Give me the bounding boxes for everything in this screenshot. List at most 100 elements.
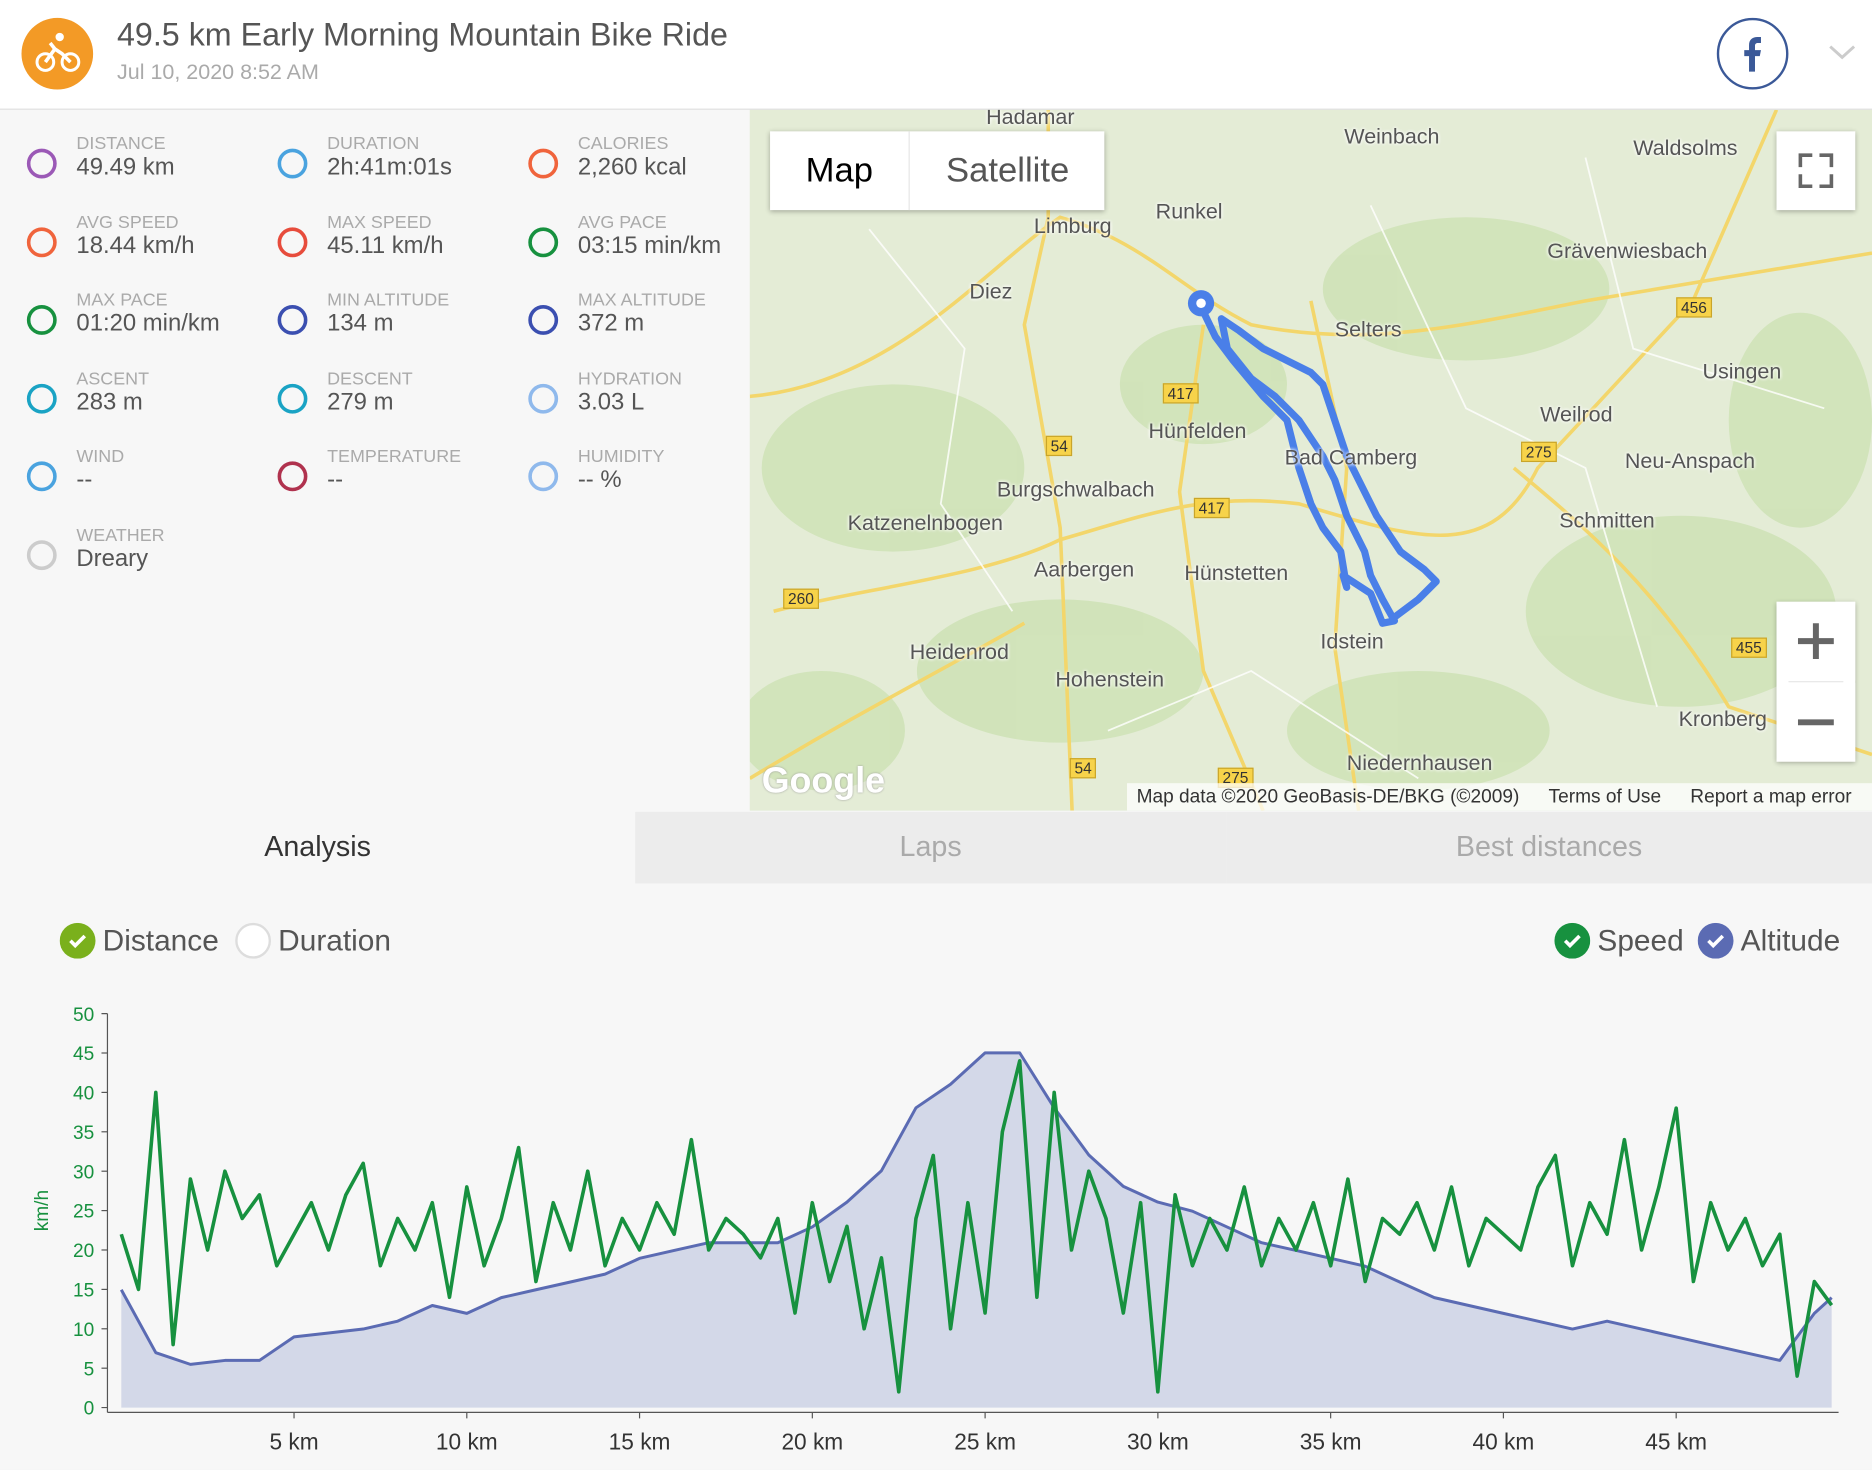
tab-bar: Analysis Laps Best distances xyxy=(0,811,1872,884)
legend-checkbox xyxy=(59,922,96,959)
stat-icon xyxy=(528,148,559,179)
stat: Avg Speed 18.44 km/h xyxy=(24,212,263,272)
stat-value: 3.03 L xyxy=(577,388,645,415)
stat-value: 45.11 km/h xyxy=(327,232,444,259)
zoom-out[interactable] xyxy=(1776,682,1856,762)
map-town-label: Katzenelnbogen xyxy=(847,510,1004,535)
stat-icon-shape xyxy=(277,461,308,492)
stat: Duration 2h:41m:01s xyxy=(275,134,514,194)
report-link[interactable]: Report a map error xyxy=(1690,786,1852,808)
map-road-shield: 455 xyxy=(1731,637,1767,658)
stat-icon xyxy=(277,226,308,257)
x-tick-label: 35 km xyxy=(1300,1428,1362,1454)
stat-icon-shape xyxy=(528,383,559,414)
stat-icon xyxy=(528,226,559,257)
map-road-shield: 260 xyxy=(783,588,819,609)
check-mark xyxy=(69,934,87,949)
map[interactable]: Hadamar Weinbach Waldsolms Runkel Limburg Die… xyxy=(749,109,1872,811)
y-tick-label: 0 xyxy=(84,1399,95,1420)
stat: Humidity -- % xyxy=(525,447,764,507)
legend-label: Duration xyxy=(278,924,391,958)
y-tick-label: 20 xyxy=(73,1241,94,1262)
x-tick-label: 25 km xyxy=(954,1428,1016,1454)
fullscreen-button[interactable] xyxy=(1776,131,1856,211)
stat-icon-shape xyxy=(277,226,308,257)
stat-value: 283 m xyxy=(76,388,143,415)
y-tick-label: 30 xyxy=(73,1162,94,1183)
x-tick-label: 30 km xyxy=(1127,1428,1189,1454)
stat-icon-shape xyxy=(277,148,308,179)
tab[interactable]: Analysis xyxy=(0,811,636,884)
zoom-in[interactable] xyxy=(1776,601,1856,681)
y-tick-label: 45 xyxy=(73,1044,94,1065)
legend-checkbox xyxy=(1554,922,1591,959)
zoom-icons xyxy=(1776,601,1856,762)
stat: Temperature -- xyxy=(275,447,514,507)
legend-item[interactable]: Altitude xyxy=(1697,922,1840,960)
stat-label: Ascent xyxy=(76,368,150,389)
legend-item[interactable]: Speed xyxy=(1554,922,1684,960)
stat-value: 49.49 km xyxy=(76,154,175,181)
check-mark xyxy=(1707,934,1725,949)
stat-icon xyxy=(528,383,559,414)
map-type-control: Map Satellite xyxy=(770,131,1106,211)
map-town-label: Burgschwalbach xyxy=(996,477,1155,502)
stat-icon xyxy=(26,461,57,492)
stat-icon xyxy=(277,148,308,179)
x-tick-label: 20 km xyxy=(781,1428,843,1454)
stat: Avg Pace 03:15 min/km xyxy=(525,212,764,272)
stat-icon xyxy=(26,226,57,257)
map-footer: Map data ©2020 GeoBasis-DE/BKG (©2009) T… xyxy=(1127,783,1872,811)
stat: Max Speed 45.11 km/h xyxy=(275,212,514,272)
check-icon xyxy=(69,934,87,949)
y-tick-label: 10 xyxy=(73,1320,94,1341)
stat: Distance 49.49 km xyxy=(24,134,263,194)
stat-value: -- xyxy=(76,466,93,494)
map-town-label: Kronberg xyxy=(1678,706,1768,731)
stat-label: Weather xyxy=(76,524,165,546)
map-town-label: Hadamar xyxy=(986,109,1075,129)
stat-icon-shape xyxy=(26,461,57,492)
map-town-label: Weilrod xyxy=(1540,402,1613,427)
x-tick-label: 5 km xyxy=(269,1428,318,1454)
map-town-label: Hünfelden xyxy=(1148,419,1247,443)
map-road-shield: 275 xyxy=(1521,441,1557,463)
tab[interactable]: Best distances xyxy=(1226,811,1872,884)
expand-chevron[interactable] xyxy=(1827,41,1858,65)
check-icon xyxy=(1707,934,1725,949)
zoom-control xyxy=(1776,601,1856,762)
stat: Hydration 3.03 L xyxy=(525,368,764,428)
legend-item[interactable]: Duration xyxy=(235,922,391,960)
map-type-button[interactable]: Map xyxy=(805,151,873,190)
map-town-label: Selters xyxy=(1334,317,1402,342)
stat-label: Humidity xyxy=(577,446,665,467)
satellite-type-button[interactable]: Satellite xyxy=(908,131,1106,211)
facebook-share[interactable] xyxy=(1716,17,1790,91)
map-canvas xyxy=(749,109,1872,811)
stat-icon-shape xyxy=(26,383,57,414)
stat-label: Max Pace xyxy=(76,290,168,311)
stat: Min Altitude 134 m xyxy=(275,290,514,350)
y-tick-label: 50 xyxy=(73,1005,94,1026)
tab[interactable]: Laps xyxy=(635,811,1227,884)
stat: Ascent 283 m xyxy=(24,368,263,428)
map-attribution: Map data ©2020 GeoBasis-DE/BKG (©2009) xyxy=(1136,786,1520,808)
stat-icon-shape xyxy=(26,305,57,335)
map-town-label: Usingen xyxy=(1702,359,1782,384)
stat-value: 03:15 min/km xyxy=(577,232,722,259)
stat: Wind -- xyxy=(24,447,263,507)
altitude-area-fill xyxy=(121,1052,1832,1408)
y-tick-label: 25 xyxy=(73,1202,94,1223)
terms-link[interactable]: Terms of Use xyxy=(1548,786,1662,808)
stat-icon-shape xyxy=(528,148,559,179)
y-tick-label: 15 xyxy=(73,1281,94,1302)
legend-checkbox xyxy=(235,922,272,959)
map-town-label: Idstein xyxy=(1320,629,1384,654)
stats-panel: Distance 49.49 km Duration 2h:41m:01s Calori… xyxy=(0,109,750,812)
map-town-label: Diez xyxy=(969,279,1013,304)
stat-value: 372 m xyxy=(577,310,645,337)
legend-item[interactable]: Distance xyxy=(59,922,219,960)
stat-value: 279 m xyxy=(327,388,394,415)
stat-icon xyxy=(528,305,559,335)
